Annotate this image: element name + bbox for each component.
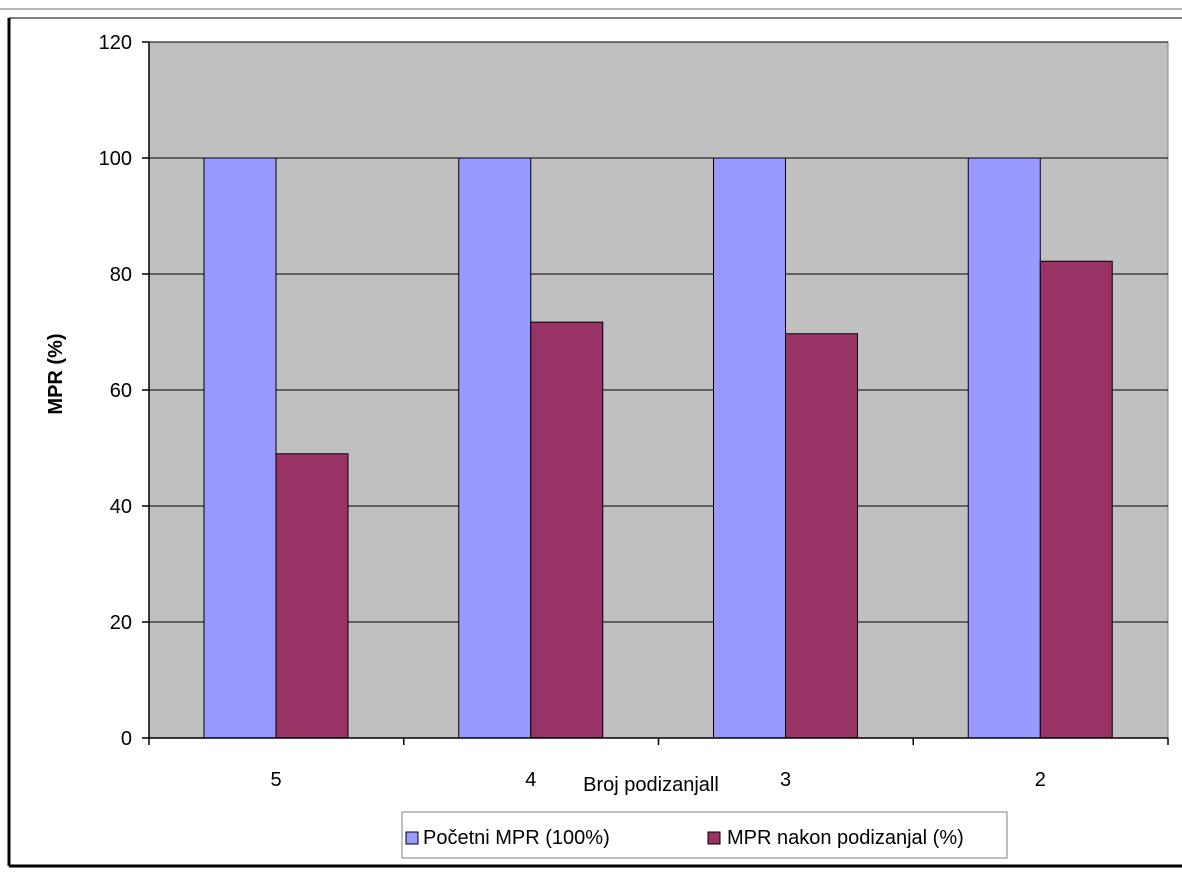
x-tick-label-5: 5: [270, 769, 281, 791]
x-tick-label-3: 3: [780, 769, 791, 791]
y-tick-label: 120: [99, 32, 132, 54]
bar-series-1-3: [713, 157, 786, 739]
legend-box: [401, 811, 1008, 859]
x-tick-label-4: 4: [525, 769, 536, 791]
legend-swatch-series-2: [707, 831, 721, 845]
bar-series-1-2: [967, 157, 1041, 739]
chart-outer-frame: [0, 8, 1182, 868]
bar-series-2-2: [1039, 260, 1113, 739]
axes: [142, 41, 1169, 745]
y-tick-labels: 0 20 40 60 80 100 120: [99, 32, 132, 750]
y-tick-label: 60: [110, 380, 132, 402]
bar-series-1-5: [203, 157, 277, 739]
bar-series-2-5: [275, 453, 349, 739]
y-tick-label: 0: [121, 728, 132, 750]
y-tick-label: 20: [110, 612, 132, 634]
legend-label-series-2: MPR nakon podizanjal (%): [727, 827, 964, 849]
bar-series-1-4: [458, 157, 532, 739]
y-axis-title: MPR (%): [45, 333, 67, 414]
x-axis-title: Broj podizanjall: [583, 774, 719, 796]
legend-label-series-1: Početni MPR (100%): [423, 827, 610, 849]
x-tick-label-2: 2: [1035, 769, 1046, 791]
bar-series-2-3: [785, 333, 858, 739]
legend: Početni MPR (100%) MPR nakon podizanjal …: [401, 811, 1008, 859]
bar-series-2-4: [530, 321, 604, 739]
legend-swatch-series-1: [405, 831, 419, 845]
y-tick-label: 40: [110, 496, 132, 518]
y-tick-label: 80: [110, 264, 132, 286]
x-tick-labels: 5 4 3 2: [270, 769, 1045, 791]
y-tick-label: 100: [99, 148, 132, 170]
